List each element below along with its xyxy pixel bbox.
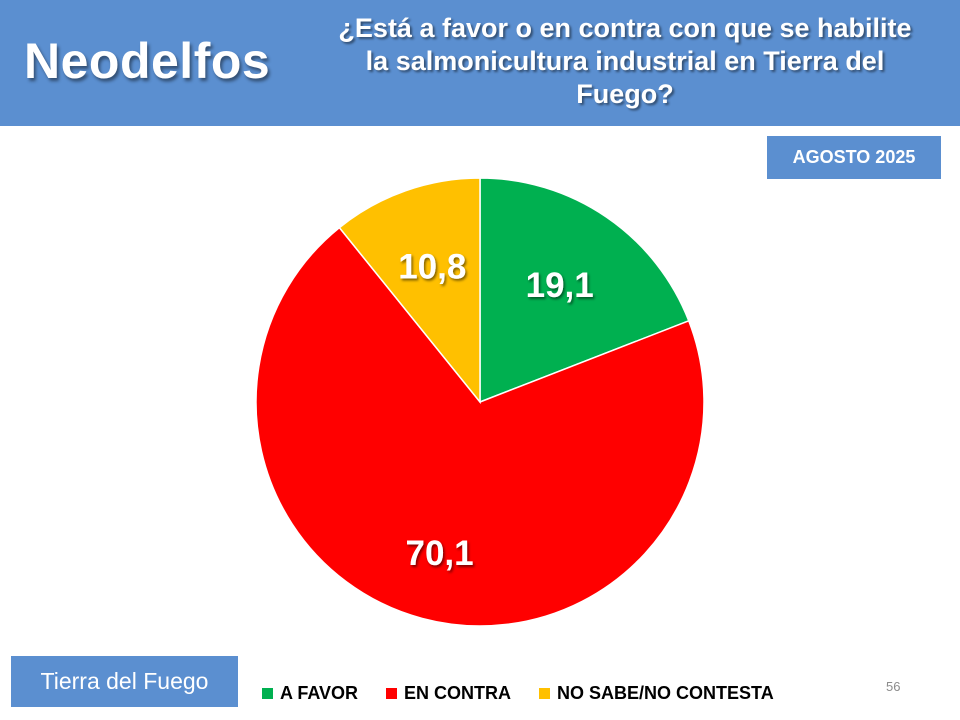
data-label-en-contra: 70,1: [406, 534, 474, 573]
data-label-a-favor: 19,1: [526, 266, 594, 305]
legend-label-no-sabe: NO SABE/NO CONTESTA: [557, 682, 774, 703]
legend-swatch-en-contra: [386, 687, 398, 699]
legend-item-a-favor: A FAVOR: [262, 683, 358, 704]
slice-no-sabe: [338, 177, 481, 405]
legend-label-a-favor: A FAVOR: [280, 682, 359, 703]
legend-item-en-contra: EN CONTRA: [386, 683, 511, 704]
page-number: 56: [886, 679, 901, 694]
data-label-no-sabe: 10,8: [398, 247, 466, 286]
slice-a-favor: [479, 177, 690, 404]
slice-en-contra: [255, 226, 705, 627]
brand-title: Neodelfos: [24, 33, 271, 89]
legend-swatch-no-sabe: [539, 687, 551, 699]
legend: A FAVOR EN CONTRA NO SABE/NO CONTESTA: [262, 682, 802, 704]
chart-title: ¿Está a favor o en contra con que se hab…: [338, 13, 912, 109]
legend-label-en-contra: EN CONTRA: [404, 682, 512, 703]
region-badge: Tierra del Fuego: [11, 656, 238, 707]
legend-swatch-a-favor: [262, 687, 273, 699]
header-bar: Neodelfos ¿Está a favor o en contra con …: [0, 0, 960, 126]
legend-item-no-sabe: NO SABE/NO CONTESTA: [539, 683, 774, 704]
date-badge: AGOSTO 2025: [767, 136, 941, 179]
